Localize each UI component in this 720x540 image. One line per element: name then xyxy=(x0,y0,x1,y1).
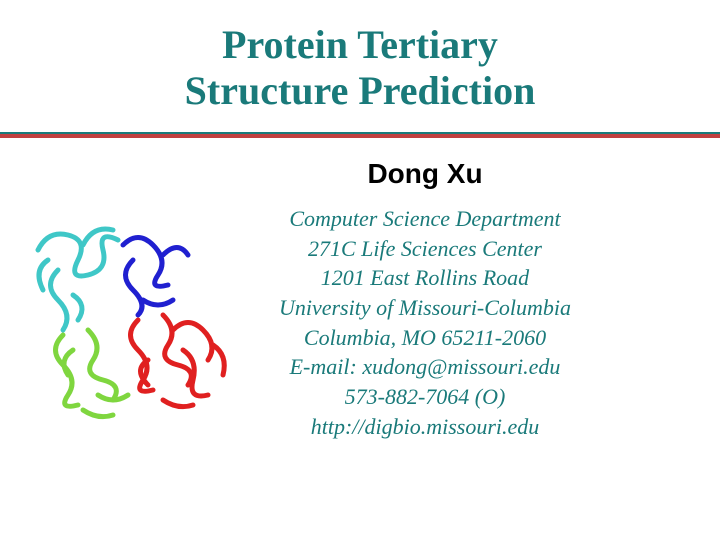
slide-title: Protein Tertiary Structure Prediction xyxy=(0,0,720,114)
protein-structure-icon xyxy=(18,200,248,430)
divider-bottom xyxy=(0,134,720,138)
title-line-2: Structure Prediction xyxy=(0,68,720,114)
divider-rule xyxy=(0,132,720,138)
author-name: Dong Xu xyxy=(130,158,720,190)
title-line-1: Protein Tertiary xyxy=(0,22,720,68)
